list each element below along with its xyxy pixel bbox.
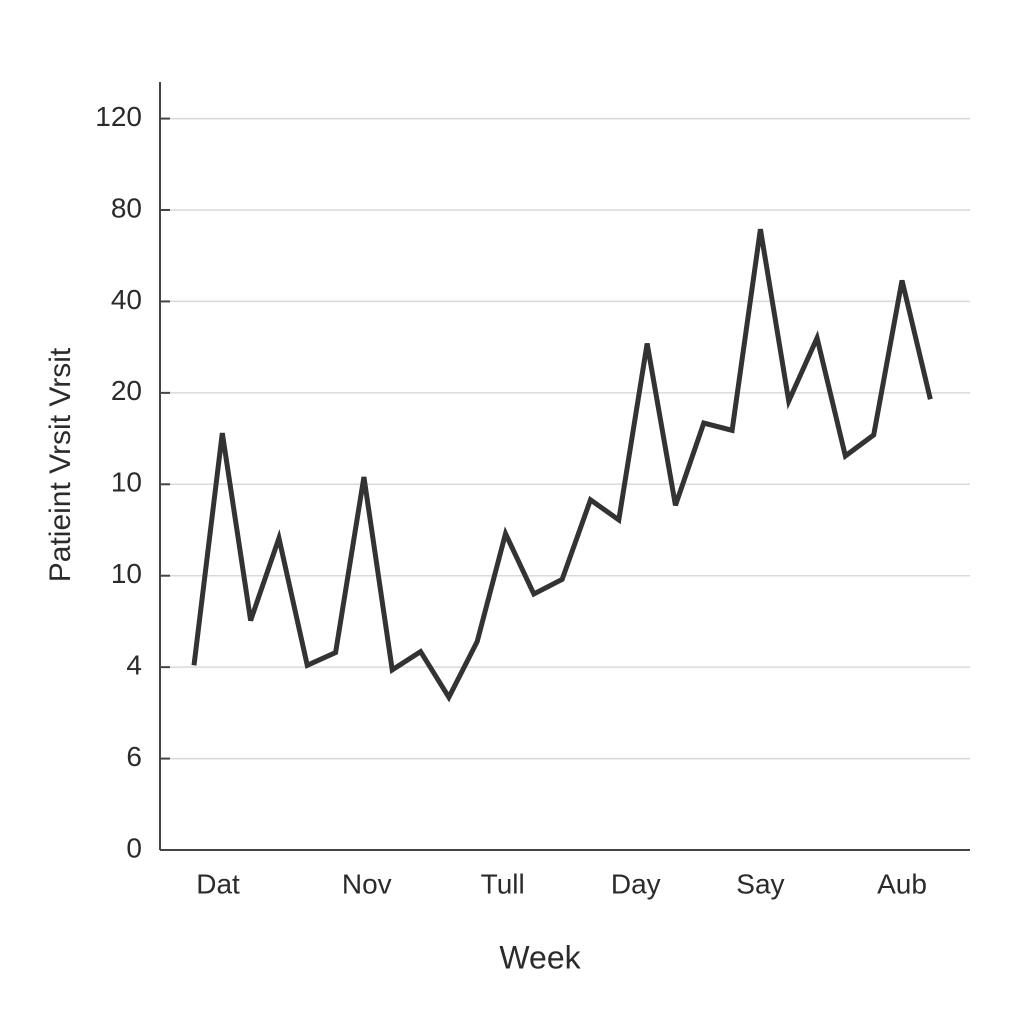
y-tick-label: 0 — [126, 832, 142, 863]
x-axis-label: Week — [499, 939, 581, 975]
y-tick-label: 4 — [126, 650, 142, 681]
y-tick-label: 40 — [111, 284, 142, 315]
x-tick-label: Dat — [196, 868, 240, 899]
line-series — [191, 228, 933, 703]
y-axis-label: Patieint Vrsit Vrsit — [44, 347, 77, 582]
y-tick-label: 6 — [126, 741, 142, 772]
x-tick-label: Nov — [342, 868, 392, 899]
y-tick-label: 80 — [111, 192, 142, 223]
y-tick-label: 10 — [111, 558, 142, 589]
x-tick-label: Tull — [481, 868, 525, 899]
y-tick-label: 120 — [95, 101, 142, 132]
x-tick-label: Say — [736, 868, 784, 899]
x-tick-label: Day — [611, 868, 661, 899]
y-tick-label: 10 — [111, 467, 142, 498]
y-tick-label: 20 — [111, 375, 142, 406]
x-tick-label: Aub — [877, 868, 927, 899]
